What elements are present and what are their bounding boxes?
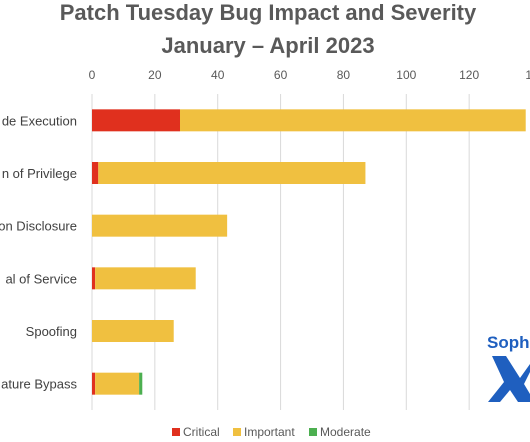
logo-text: Soph [487,333,530,352]
x-tick-label: 100 [396,68,416,82]
bar-segment-important [180,109,526,132]
category-label: al of Service [5,271,77,286]
gridlines [154,94,470,410]
x-tick-label: 40 [211,68,225,82]
bar-segment-important [95,267,196,290]
bar-segment-important [95,372,140,395]
legend-label: Important [244,425,295,439]
category-labels: de Execution n of Privilege on Disclosure a… [0,113,77,391]
legend-swatch-critical [172,428,180,436]
chart-title: Patch Tuesday Bug Impact and Severity [60,0,477,25]
legend-label: Moderate [320,425,371,439]
bar-segment-important [92,214,228,237]
sophos-logo: Soph [487,333,530,402]
bar-segment-important [92,320,174,342]
category-label: on Disclosure [0,219,77,234]
bar-segment-critical [92,372,96,395]
x-tick-label: 80 [337,68,351,82]
x-tick-label: 60 [274,68,288,82]
x-tick-label: 14 [525,68,530,82]
bars [92,109,526,395]
bar-segment-moderate [139,372,143,395]
legend-swatch-moderate [309,428,317,436]
bar-segment-important [98,162,366,184]
legend-label: Critical [183,425,220,439]
x-tick-label: 20 [148,68,162,82]
x-tick-label: 0 [89,68,96,82]
legend: Critical Important Moderate [172,425,371,439]
logo-x-mark [488,356,530,402]
x-axis-ticks: 0 20 40 60 80 100 120 14 [89,68,530,82]
legend-swatch-important [233,428,241,436]
bar-segment-critical [92,267,96,290]
category-label: n of Privilege [2,166,77,181]
category-label: Spoofing [26,324,77,339]
chart-subtitle: January – April 2023 [161,33,374,58]
category-label: de Execution [2,113,77,128]
category-label: ature Bypass [1,377,77,392]
x-tick-label: 120 [459,68,479,82]
bar-segment-critical [92,162,99,184]
bar-segment-critical [92,109,180,132]
